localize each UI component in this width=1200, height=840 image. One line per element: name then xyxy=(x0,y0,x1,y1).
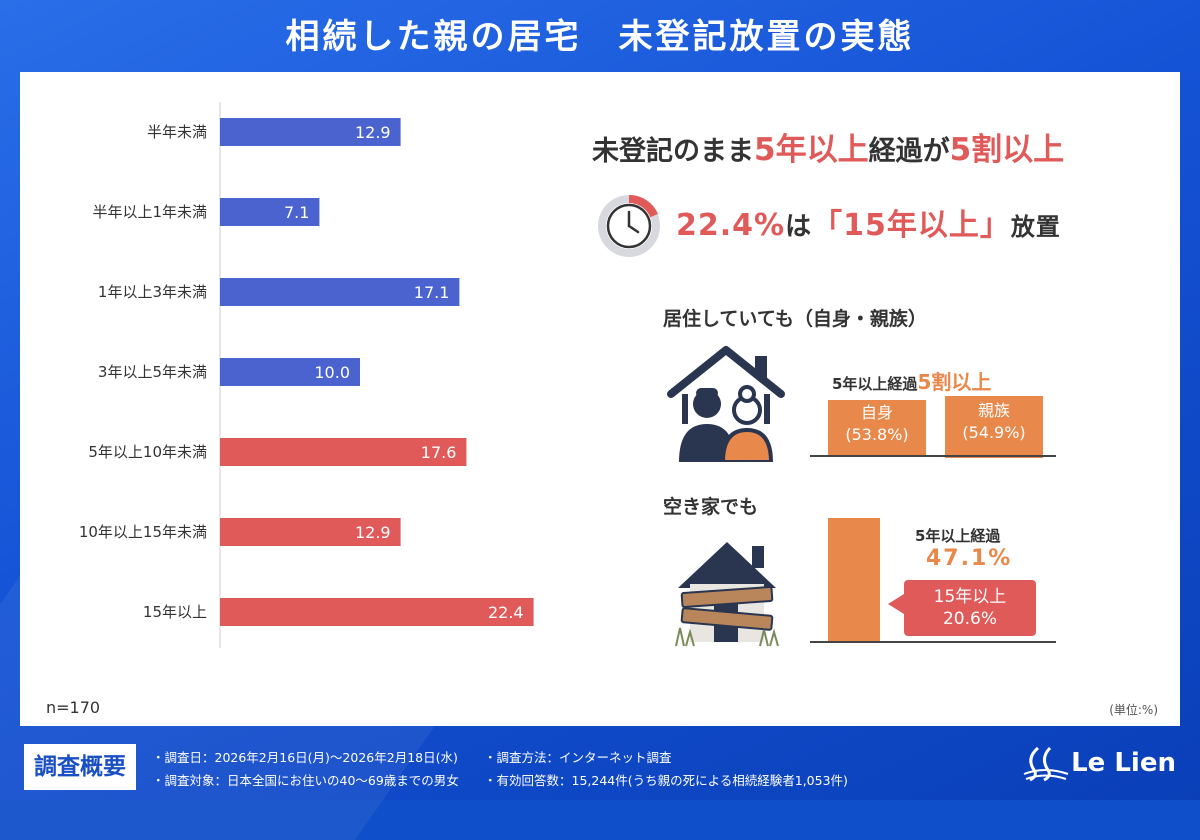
bar-value-label: 22.4 xyxy=(488,603,524,622)
main-panel: 半年未満 12.9 半年以上1年未満 7.1 1年以上3年未満 17.1 3年以上5年未満 1… xyxy=(20,72,1180,726)
headline-text: は xyxy=(785,212,813,242)
boarded-house-icon xyxy=(675,542,779,647)
callout-label: 15年以上 xyxy=(933,587,1007,607)
vacant-percent: 47.1% xyxy=(926,546,1013,571)
headline-percent: 22.4% xyxy=(676,208,786,243)
bar-chart: 半年未満 12.9 半年以上1年未満 7.1 1年以上3年未満 17.1 3年以上5年未満 1… xyxy=(79,102,534,648)
headline-text: 未登記のまま xyxy=(592,136,754,167)
survey-summary-tag: 調査概要 xyxy=(24,744,136,790)
category-label: 5年以上10年未満 xyxy=(88,443,207,461)
self-label: 自身 xyxy=(860,403,893,422)
residing-label: 5年以上経過 xyxy=(832,375,918,393)
bar-value-label: 7.1 xyxy=(284,203,309,222)
headline-highlight: 「15年以上」 xyxy=(812,208,1011,243)
residing-highlight: 5割以上 xyxy=(917,370,992,394)
vacant-15yr-callout: 15年以上 20.6% xyxy=(888,580,1036,636)
brand-logo-icon xyxy=(1023,746,1069,782)
sample-size-label: n=170 xyxy=(46,698,101,717)
category-label: 3年以上5年未満 xyxy=(98,363,207,381)
headline-highlight: 5割以上 xyxy=(949,132,1065,168)
bar-value-label: 10.0 xyxy=(314,363,350,382)
bar-value-label: 12.9 xyxy=(355,523,391,542)
survey-target: ・調査対象：日本全国にお住いの40～69歳までの男女 xyxy=(152,773,459,788)
bar xyxy=(220,598,534,626)
unit-label: (単位:%) xyxy=(1109,703,1158,717)
category-label: 半年以上1年未満 xyxy=(92,203,207,221)
survey-responses: ・有効回答数：15,244件(うち親の死による相続経験者1,053件) xyxy=(484,773,848,788)
clock-icon xyxy=(598,194,660,257)
headline-text: 経過が xyxy=(868,136,950,167)
bar xyxy=(220,358,360,386)
bar-value-label: 12.9 xyxy=(355,123,391,142)
category-label: 10年以上15年未満 xyxy=(79,523,207,541)
bar-value-label: 17.1 xyxy=(414,283,450,302)
bar xyxy=(220,198,320,226)
residing-stat-label: 5年以上経過5割以上 xyxy=(832,366,991,395)
headline-line2: 22.4%は「15年以上」放置 xyxy=(676,200,1061,244)
bar xyxy=(220,118,401,146)
residing-title: 居住していても（自身・親族） xyxy=(663,308,927,330)
survey-date: ・調査日：2026年2月16日(月)～2026年2月18日(水) xyxy=(152,750,458,765)
self-value: (53.8%) xyxy=(845,425,909,444)
bar-value-label: 17.6 xyxy=(421,443,457,462)
headline-highlight: 5年以上 xyxy=(754,132,869,168)
self-box: 自身 (53.8%) xyxy=(828,400,926,456)
house-couple-icon xyxy=(667,346,785,462)
residing-baseline xyxy=(810,455,1056,457)
page-title: 相続した親の居宅 未登記放置の実態 xyxy=(285,17,915,57)
bar xyxy=(220,438,467,466)
headline-line1: 未登記のまま5年以上経過が5割以上 xyxy=(592,124,1064,169)
callout-value: 20.6% xyxy=(942,609,997,629)
bar xyxy=(220,518,401,546)
survey-method: ・調査方法：インターネット調査 xyxy=(484,750,672,765)
vacant-bar xyxy=(828,518,880,642)
category-label: 1年以上3年未満 xyxy=(98,283,207,301)
relative-box: 親族 (54.9%) xyxy=(945,396,1043,458)
headline-text: 放置 xyxy=(1010,213,1061,241)
brand-name: Le Lien xyxy=(1071,748,1176,778)
vacant-baseline xyxy=(810,641,1056,643)
relative-label: 親族 xyxy=(977,401,1010,420)
vacant-stat-label: 5年以上経過 xyxy=(915,527,1001,545)
vacant-title: 空き家でも xyxy=(663,496,759,518)
category-label: 半年未満 xyxy=(147,123,207,141)
relative-value: (54.9%) xyxy=(962,423,1026,442)
bar xyxy=(220,278,460,306)
category-label: 15年以上 xyxy=(143,603,207,621)
